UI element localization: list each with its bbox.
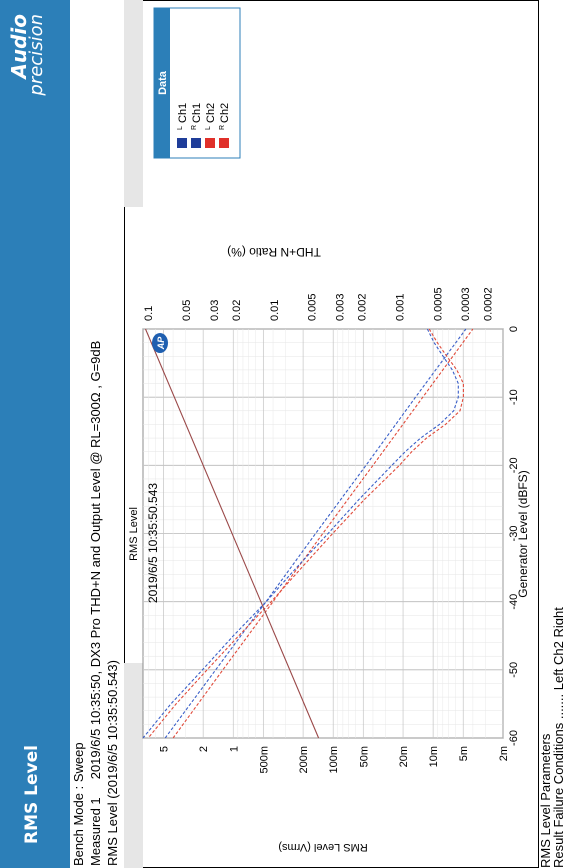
- parameters-line: Result Failure Conditions ....... Left C…: [551, 607, 563, 868]
- y-tick-label: 10m: [428, 746, 440, 767]
- x-axis-label: Generator Level (dBFS): [516, 470, 530, 597]
- chart-timestamp: 2019/6/5 10:35:50.543: [146, 483, 160, 603]
- measured-label: Measured 1: [88, 797, 103, 866]
- legend-channel-side: R: [191, 125, 198, 130]
- y-tick-label: 2: [198, 746, 210, 752]
- x-tick-label: -20: [508, 457, 520, 473]
- y2-tick-label: 0.001: [394, 293, 406, 321]
- ap-badge-text: AP: [156, 336, 166, 350]
- legend-swatch: [191, 138, 201, 148]
- legend-channel-side: L: [205, 126, 212, 130]
- series-line-3: [142, 328, 459, 739]
- legend-channel-side: L: [177, 126, 184, 130]
- legend-entry-label: Ch2: [219, 103, 231, 123]
- ap-badge-shape: [152, 333, 168, 353]
- rms-level-chart: -60 -50 -40 -30 -20 -10 0 5 2 1 500m 200m 100m 50m 20m…: [128, 7, 530, 853]
- y2-tick-label: 0.002: [357, 293, 369, 321]
- x-tick-label: -50: [508, 662, 520, 678]
- x-tick-label: -30: [508, 526, 520, 542]
- series-line-1: [164, 328, 467, 739]
- legend-title: Data: [157, 70, 169, 95]
- y-axis-label: RMS Level (Vrms): [278, 841, 367, 853]
- series-line-5: [144, 328, 320, 739]
- measured-value: 2019/6/5 10:35:50, DX3 Pro THD+N and Out…: [88, 340, 103, 780]
- y-tick-label: 1: [228, 746, 240, 752]
- y-tick-label: 200m: [298, 746, 310, 774]
- logo-line2: precision: [26, 14, 47, 96]
- legend-entry-label: Ch1: [191, 103, 203, 123]
- x-tick-label: -40: [508, 594, 520, 610]
- y2-tick-label: 0.005: [307, 293, 319, 321]
- legend-entry-label: Ch1: [177, 103, 189, 123]
- chart-title: RMS Level: [128, 507, 140, 561]
- series-layer: [142, 328, 474, 739]
- grid: [142, 328, 504, 739]
- y-tick-label: 20m: [398, 746, 410, 767]
- banner-title: RMS Level: [22, 745, 42, 844]
- y2-tick-label: 0.02: [231, 300, 243, 321]
- legend-swatch: [219, 138, 229, 148]
- bench-mode-line: Bench Mode : Sweep: [71, 742, 86, 866]
- y2-tick-label: 0.03: [209, 300, 221, 321]
- ap-badge: AP: [152, 333, 168, 353]
- legend-swatch: [177, 138, 187, 148]
- y-tick-label: 2m: [498, 746, 510, 761]
- x-tick-label: 0: [508, 326, 520, 332]
- legend-channel-side: R: [219, 125, 226, 130]
- y2-tick-label: 0.1: [143, 306, 155, 321]
- audio-precision-logo: Audio precision: [7, 14, 47, 96]
- y2-tick-label: 0.003: [335, 293, 347, 321]
- parameters-section: RMS Level Parameters Result Failure Cond…: [538, 0, 563, 868]
- y-tick-label: 100m: [328, 746, 340, 774]
- banner: RMS Level Audio precision: [0, 0, 70, 868]
- y2-axis-label: THD+N Ratio (%): [227, 245, 321, 259]
- rms-level-line: RMS Level (2019/6/5 10:35:50.543): [105, 660, 120, 866]
- y-tick-label: 5: [158, 746, 170, 752]
- x-tick-label: -10: [508, 389, 520, 405]
- measured-line: Measured 1 2019/6/5 10:35:50, DX3 Pro TH…: [87, 6, 104, 866]
- legend-header: [154, 8, 170, 158]
- y-tick-label: 500m: [258, 746, 270, 774]
- y2-tick-label: 0.0002: [482, 287, 494, 321]
- series-line-4: [147, 328, 464, 739]
- y-tick-label: 50m: [358, 746, 370, 767]
- y-tick-label: 5m: [458, 746, 470, 761]
- y2-tick-label: 0.05: [181, 300, 193, 321]
- axes-layer: -60 -50 -40 -30 -20 -10 0 5 2 1 500m 200m 100m 50m 20m…: [143, 287, 520, 773]
- legend-entry-label: Ch2: [205, 103, 217, 123]
- y2-tick-label: 0.0003: [460, 287, 472, 321]
- series-line-2: [172, 328, 474, 739]
- legend-swatch: [205, 138, 215, 148]
- x-tick-label: -60: [508, 730, 520, 746]
- y2-tick-label: 0.0005: [432, 287, 444, 321]
- measurement-header: Bench Mode : Sweep Measured 1 2019/6/5 1…: [70, 6, 121, 866]
- y2-tick-label: 0.01: [269, 300, 281, 321]
